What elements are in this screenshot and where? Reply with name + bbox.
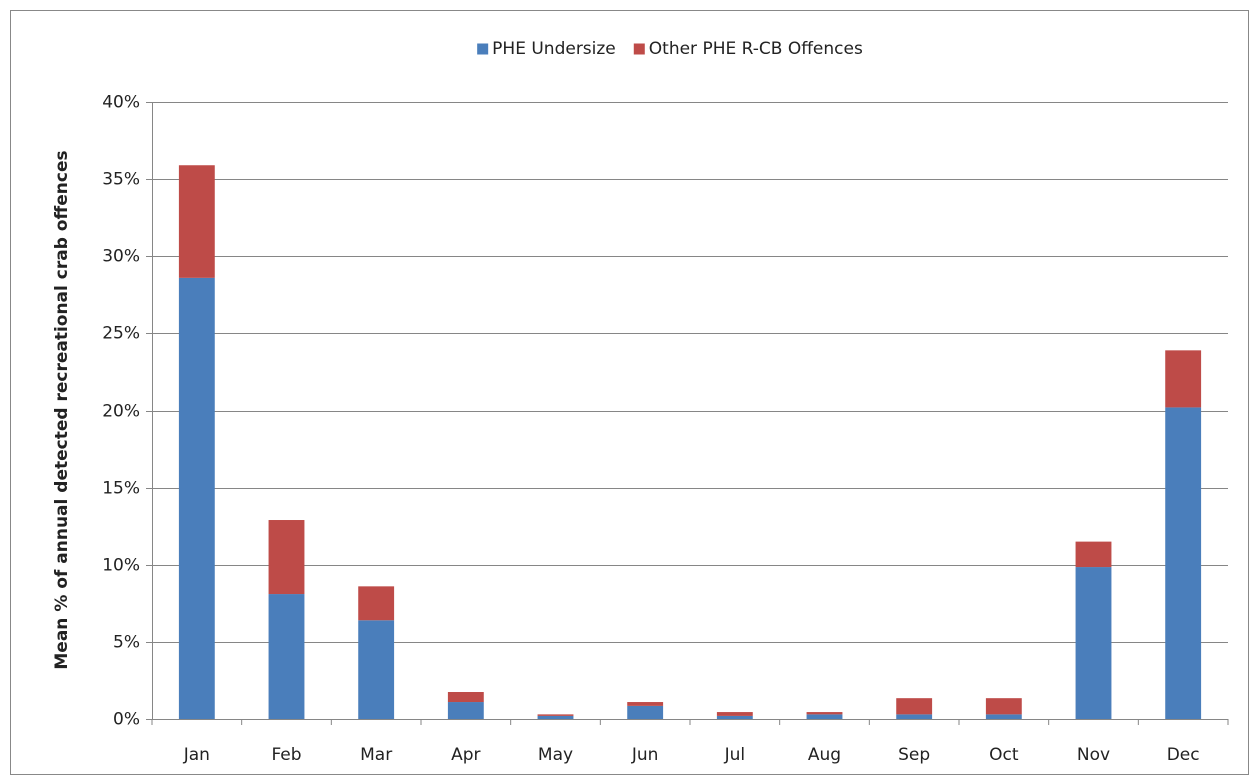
bar-segment (178, 277, 215, 719)
bar-segment (806, 712, 843, 715)
x-tick-label: Oct (989, 745, 1019, 765)
x-tick-label: Aug (808, 745, 841, 765)
x-tick-label: Mar (360, 745, 392, 765)
bar-segment (985, 698, 1022, 715)
bar-segment (268, 520, 305, 595)
bar-segment (178, 165, 215, 278)
bars (178, 165, 1202, 719)
bar-segment (716, 712, 753, 716)
x-tick-label: Dec (1167, 745, 1200, 765)
bar-segment (1165, 407, 1202, 719)
y-tick-label: 10% (102, 556, 140, 576)
bar-segment (985, 714, 1022, 719)
bar-segment (627, 702, 664, 706)
y-tick-label: 30% (102, 247, 140, 267)
legend-item: Other PHE R-CB Offences (633, 39, 863, 59)
bar-segment (447, 692, 484, 703)
y-tick-label: 15% (102, 479, 140, 499)
bar-segment (537, 714, 574, 716)
x-tick-label: Jan (183, 745, 210, 765)
x-tick-label: Jun (631, 745, 659, 765)
legend-label: PHE Undersize (492, 39, 616, 59)
bar-segment (268, 594, 305, 719)
legend-swatch (477, 43, 489, 55)
y-axis-title: Mean % of annual detected recreational c… (52, 150, 72, 669)
bar-segment (358, 620, 395, 719)
x-tick-label: May (538, 745, 573, 765)
chart-frame (10, 10, 1249, 775)
bar-segment (358, 586, 395, 621)
grid (146, 102, 1229, 725)
bar-segment (716, 715, 753, 719)
bar-segment (447, 702, 484, 719)
bar-segment (1075, 567, 1112, 719)
x-tick-label: Sep (898, 745, 930, 765)
bar-segment (896, 698, 933, 715)
x-tick-label: Feb (271, 745, 301, 765)
bar-segment (1075, 541, 1112, 568)
y-tick-label: 35% (102, 170, 140, 190)
labels: 0% 5% 10% 15% 20% 25% 30% 35% 40% Jan Feb Mar Apr May… (102, 39, 1199, 765)
legend-swatch (633, 43, 645, 55)
bar-segment (627, 705, 664, 719)
y-tick-label: 20% (102, 402, 140, 422)
x-tick-label: Apr (451, 745, 480, 765)
y-tick-label: 40% (102, 93, 140, 113)
legend-item: PHE Undersize (477, 39, 616, 59)
x-tick-label: Jul (724, 745, 746, 765)
legend-label: Other PHE R-CB Offences (649, 39, 863, 59)
bar-segment (1165, 350, 1202, 408)
x-tick-label: Nov (1077, 745, 1110, 765)
bar-segment (806, 714, 843, 719)
bar-segment (537, 715, 574, 719)
y-tick-label: 25% (102, 324, 140, 344)
y-tick-label: 0% (113, 710, 140, 730)
y-tick-label: 5% (113, 633, 140, 653)
bar-segment (896, 714, 933, 719)
